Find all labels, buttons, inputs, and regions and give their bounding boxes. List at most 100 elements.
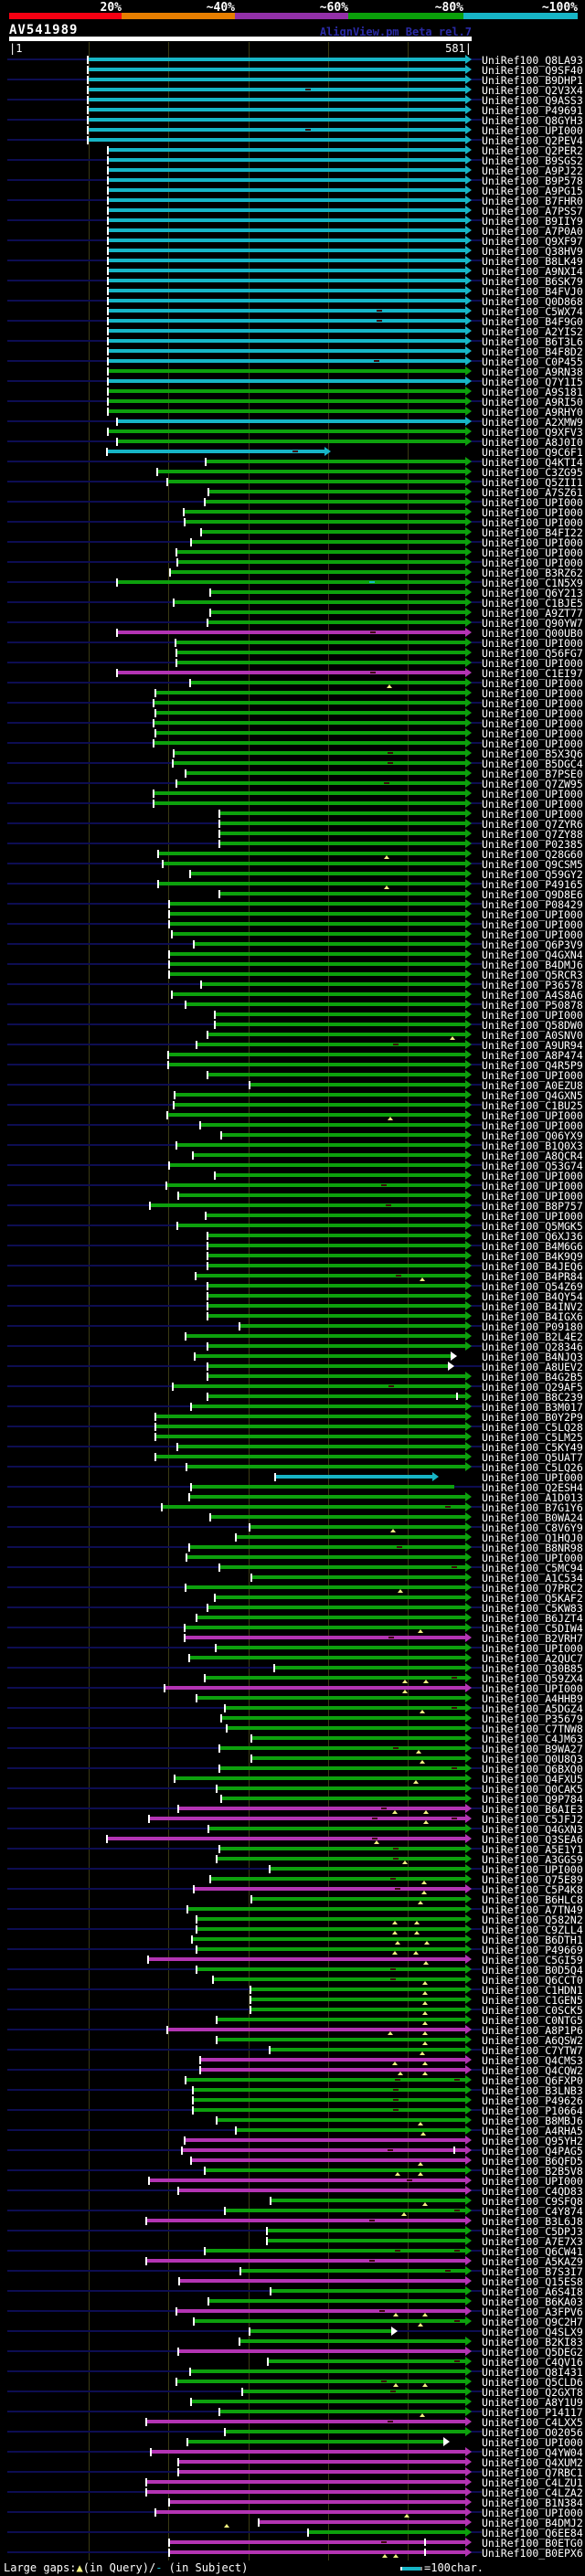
alignment-bar[interactable] [108, 369, 466, 373]
alignment-bar[interactable] [259, 2520, 466, 2524]
hit-row[interactable]: UniRef100_B0ETG0 [0, 2537, 585, 2549]
alignment-bar[interactable] [189, 1495, 466, 1499]
hit-row[interactable]: UniRef100_A6S4I8 [0, 2285, 585, 2298]
alignment-bar[interactable] [178, 1807, 466, 1810]
alignment-bar[interactable] [219, 842, 466, 845]
hit-label[interactable]: UniRef100_Q59ZX4 [482, 1671, 583, 1685]
hit-row[interactable]: UniRef100_C4JM63 [0, 1733, 585, 1745]
hit-row[interactable]: UniRef100_A1C534 [0, 1572, 585, 1585]
hit-row[interactable]: UniRef100_A8J0I0 [0, 436, 585, 449]
hit-row[interactable]: UniRef100_Q29AF5 [0, 1381, 585, 1394]
hit-row[interactable]: UniRef100_P49691 [0, 104, 585, 117]
alignment-bar[interactable] [108, 188, 466, 192]
hit-label[interactable]: UniRef100_Q75E89 [482, 1872, 583, 1886]
alignment-bar[interactable] [108, 269, 466, 272]
hit-row[interactable]: UniRef100_B6DTH1 [0, 1934, 585, 1946]
alignment-bar[interactable] [308, 2530, 466, 2534]
hit-label[interactable]: UniRef100_Q4YW04 [482, 2445, 583, 2459]
alignment-bar[interactable] [242, 2390, 466, 2393]
hit-label[interactable]: UniRef100_Q0CAK5 [482, 1782, 583, 1796]
hit-row[interactable]: UniRef100_UPI000.. [0, 808, 585, 821]
hit-row[interactable]: UniRef100_A9UR94 [0, 1039, 585, 1052]
hit-row[interactable]: UniRef100_Q4CMS3 [0, 2053, 585, 2067]
hit-row[interactable]: UniRef100_A6QSW2 [0, 2034, 585, 2047]
alignment-bar[interactable] [208, 1827, 466, 1830]
hit-row[interactable]: UniRef100_Q30B85 [0, 1662, 585, 1675]
alignment-bar[interactable] [270, 2048, 466, 2051]
alignment-bar[interactable] [268, 2359, 466, 2363]
alignment-bar[interactable] [191, 540, 466, 544]
hit-label[interactable]: UniRef100_B7G1Y6 [482, 1500, 583, 1514]
hit-row[interactable]: UniRef100_Q9C6F1 [0, 446, 585, 459]
hit-row[interactable]: UniRef100_B7S3I7 [0, 2265, 585, 2278]
hit-label[interactable]: UniRef100_UPI000.. [482, 556, 585, 569]
hit-label[interactable]: UniRef100_B4F8D2 [482, 345, 583, 358]
hit-label[interactable]: UniRef100_UPI000.. [482, 686, 585, 700]
alignment-bar[interactable] [146, 2490, 466, 2494]
hit-label[interactable]: UniRef100_UPI000.. [482, 636, 585, 650]
hit-label[interactable]: UniRef100_B7FHR0 [482, 194, 583, 207]
hit-label[interactable]: UniRef100_B0WA24 [482, 1511, 583, 1524]
alignment-bar[interactable] [219, 1766, 466, 1770]
hit-label[interactable]: UniRef100_C8V6Y9 [482, 1521, 583, 1534]
hit-label[interactable]: UniRef100_Q4CMS3 [482, 2053, 583, 2067]
hit-row[interactable]: UniRef100_Q5ZII1 [0, 476, 585, 489]
hit-row[interactable]: UniRef100_Q2GXT8 [0, 2385, 585, 2399]
hit-row[interactable]: UniRef100_B6AIE3 [0, 1803, 585, 1816]
hit-row[interactable]: UniRef100_C3ZG95 [0, 466, 585, 479]
hit-label[interactable]: UniRef100_Q6P3V9 [482, 938, 583, 951]
hit-label[interactable]: UniRef100_B6HLC8 [482, 1892, 583, 1906]
hit-row[interactable]: UniRef100_B0Y2P9 [0, 1410, 585, 1424]
hit-label[interactable]: UniRef100_B2L4E2 [482, 1330, 583, 1343]
hit-label[interactable]: UniRef100_A2YIS2 [482, 324, 583, 338]
hit-row[interactable]: UniRef100_UPI000.. [0, 717, 585, 730]
alignment-bar[interactable] [155, 711, 466, 715]
hit-label[interactable]: UniRef100_C0SCK5 [482, 2003, 583, 2017]
hit-label[interactable]: UniRef100_A9PJ22 [482, 164, 583, 177]
hit-label[interactable]: UniRef100_Q2GXT8 [482, 2385, 583, 2399]
hit-label[interactable]: UniRef100_UPI000.. [482, 1189, 585, 1203]
hit-label[interactable]: UniRef100_A9PG15 [482, 184, 583, 197]
hit-label[interactable]: UniRef100_Q3SEA6 [482, 1832, 583, 1846]
alignment-bar[interactable] [275, 1475, 433, 1479]
hit-row[interactable]: UniRef100_UPI000.. [0, 1471, 585, 1484]
alignment-bar[interactable] [108, 148, 466, 152]
hit-row[interactable]: UniRef100_A4RHA5 [0, 2125, 585, 2137]
hit-label[interactable]: UniRef100_Q6BXQ0 [482, 1762, 583, 1776]
hit-row[interactable]: UniRef100_Q5UAT7 [0, 1451, 585, 1464]
alignment-bar[interactable] [250, 1988, 466, 1991]
alignment-bar[interactable] [190, 2369, 466, 2373]
hit-label[interactable]: UniRef100_Q38HV9 [482, 244, 583, 258]
alignment-bar[interactable] [219, 1565, 466, 1569]
hit-row[interactable]: UniRef100_UPI000.. [0, 707, 585, 720]
hit-label[interactable]: UniRef100_Q8I431 [482, 2365, 583, 2379]
hit-label[interactable]: UniRef100_B0Y2P9 [482, 1410, 583, 1424]
hit-row[interactable]: UniRef100_A3FPV6 [0, 2306, 585, 2318]
hit-row[interactable]: UniRef100_A4S8A6 [0, 989, 585, 1002]
hit-label[interactable]: UniRef100_A2XMW9 [482, 415, 583, 429]
alignment-bar[interactable] [108, 389, 466, 393]
hit-row[interactable]: UniRef100_B2KI83 [0, 2336, 585, 2348]
alignment-bar[interactable] [151, 2450, 466, 2454]
hit-label[interactable]: UniRef100_Q58DW0 [482, 1018, 583, 1032]
alignment-bar[interactable] [225, 2430, 466, 2433]
alignment-bar[interactable] [217, 2118, 466, 2122]
alignment-bar[interactable] [167, 2028, 466, 2031]
hit-label[interactable]: UniRef100_Q15ES8 [482, 2274, 583, 2288]
alignment-bar[interactable] [240, 2269, 466, 2273]
hit-label[interactable]: UniRef100_A9NXI4 [482, 264, 583, 278]
hit-row[interactable]: UniRef100_B1N384 [0, 2496, 585, 2509]
alignment-bar[interactable] [206, 1214, 466, 1217]
hit-label[interactable]: UniRef100_C9ZLL4 [482, 1923, 583, 1936]
hit-row[interactable]: UniRef100_C4QV16 [0, 2356, 585, 2369]
hit-row[interactable]: UniRef100_B3LNB3 [0, 2084, 585, 2097]
hit-row[interactable]: UniRef100_B3M017 [0, 1401, 585, 1414]
hit-row[interactable]: UniRef100_Q0D868 [0, 295, 585, 308]
alignment-bar[interactable] [191, 1485, 454, 1489]
hit-row[interactable]: UniRef100_Q06YX9 [0, 1129, 585, 1142]
hit-row[interactable]: UniRef100_UPI000.. [0, 506, 585, 519]
alignment-bar[interactable] [108, 309, 466, 313]
hit-label[interactable]: UniRef100_B4F9G0 [482, 314, 583, 328]
alignment-bar[interactable] [108, 198, 466, 202]
alignment-bar[interactable] [168, 1063, 466, 1066]
